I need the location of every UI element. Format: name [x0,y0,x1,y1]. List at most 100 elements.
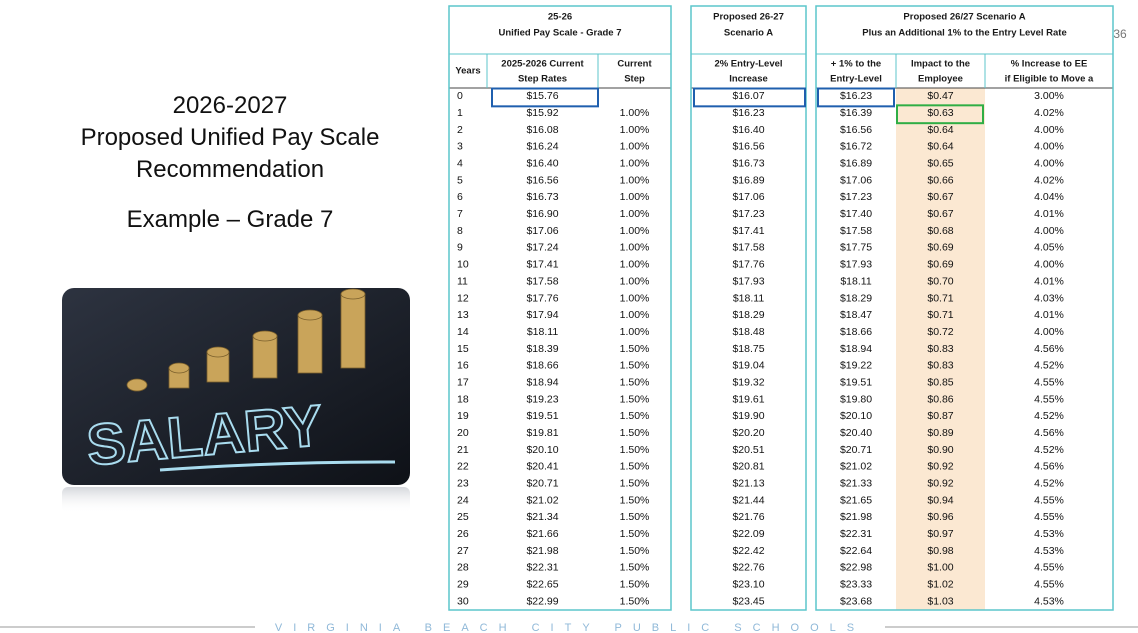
cell: 1.50% [620,444,650,456]
cell: $17.06 [840,174,872,186]
cell: 4.00% [1034,326,1064,338]
slide-title: 2026-2027 [173,92,288,119]
cell: 4.53% [1034,545,1064,557]
column-header: Impact to the [911,59,970,70]
cell: $17.93 [732,275,764,287]
cell: 1.00% [620,124,650,136]
column-header: 2% Entry-Level [714,59,782,70]
cell: 1.00% [620,275,650,287]
cell: $18.47 [840,309,872,321]
group-title: Scenario A [724,28,773,39]
cell: $21.98 [840,511,872,523]
cell: $18.75 [732,343,764,355]
cell: 4.04% [1034,191,1064,203]
cell: $0.94 [927,494,953,506]
cell: $21.76 [732,511,764,523]
column-header: if Eligible to Move a [1005,74,1094,85]
cell: $17.23 [840,191,872,203]
cell: 1.50% [620,343,650,355]
page-number: 36 [1113,27,1127,41]
cell: $0.86 [927,393,953,405]
cell: $21.98 [526,545,558,557]
cell: 1.50% [620,393,650,405]
cell: 29 [457,579,469,591]
cell: $17.23 [732,208,764,220]
column-header: Employee [918,74,963,85]
cell: $0.47 [927,90,953,102]
cell: $0.71 [927,292,953,304]
cell: 1.50% [620,579,650,591]
cell: $22.65 [526,579,558,591]
slide-title: Proposed Unified Pay Scale [81,124,380,151]
cell: 19 [457,410,469,422]
column-header: Step [624,74,645,85]
cell: $16.56 [526,174,558,186]
column-header: 2025-2026 Current [501,59,584,70]
cell: 1.50% [620,410,650,422]
cell: $22.31 [840,528,872,540]
cell: $20.81 [732,461,764,473]
cell: 4.00% [1034,259,1064,271]
cell: 1.50% [620,528,650,540]
cell: 4.00% [1034,225,1064,237]
cell: 23 [457,477,469,489]
cell: $18.66 [840,326,872,338]
cell: $20.40 [840,427,872,439]
group-title: Proposed 26-27 [713,12,784,23]
cell: $16.39 [840,107,872,119]
group-title: Plus an Additional 1% to the Entry Level… [862,28,1066,39]
cell: $16.73 [732,158,764,170]
salary-image: SALARY [62,288,410,513]
cell: 2 [457,124,463,136]
cell: 1 [457,107,463,119]
cell: 4.55% [1034,562,1064,574]
cell: $17.41 [526,259,558,271]
cell: $19.61 [732,393,764,405]
cell: $18.66 [526,360,558,372]
cell: $0.90 [927,444,953,456]
cell: 4.55% [1034,511,1064,523]
cell: $16.56 [840,124,872,136]
cell: $17.75 [840,242,872,254]
cell: $1.02 [927,579,953,591]
cell: $0.71 [927,309,953,321]
cell: $0.89 [927,427,953,439]
cell: $18.39 [526,343,558,355]
cell: 1.50% [620,360,650,372]
cell: 1.00% [620,208,650,220]
cell: 7 [457,208,463,220]
cell: $21.65 [840,494,872,506]
cell: $23.45 [732,595,764,607]
cell: 1.00% [620,107,650,119]
cell: $15.76 [526,90,558,102]
cell: 4.55% [1034,376,1064,388]
cell: $17.76 [732,259,764,271]
cell: 1.50% [620,511,650,523]
cell: 1.00% [620,259,650,271]
cell: $18.48 [732,326,764,338]
cell: 30 [457,595,469,607]
cell: 24 [457,494,469,506]
cell: $17.06 [732,191,764,203]
cell: 1.00% [620,158,650,170]
cell: 1.00% [620,242,650,254]
cell: $16.24 [526,141,558,153]
cell: 4.05% [1034,242,1064,254]
slide-title: Recommendation [136,156,324,183]
cell: $20.41 [526,461,558,473]
cell: $16.23 [840,90,872,102]
cell: $21.13 [732,477,764,489]
cell: $0.66 [927,174,953,186]
cell: 17 [457,376,469,388]
cell: $22.76 [732,562,764,574]
cell: $16.73 [526,191,558,203]
column-header: Step Rates [518,74,567,85]
cell: $17.41 [732,225,764,237]
cell: 20 [457,427,469,439]
cell: $22.99 [526,595,558,607]
cell: 1.00% [620,309,650,321]
cell: $19.80 [840,393,872,405]
cell: $16.56 [732,141,764,153]
cell: $16.07 [732,90,764,102]
cell: $20.71 [840,444,872,456]
